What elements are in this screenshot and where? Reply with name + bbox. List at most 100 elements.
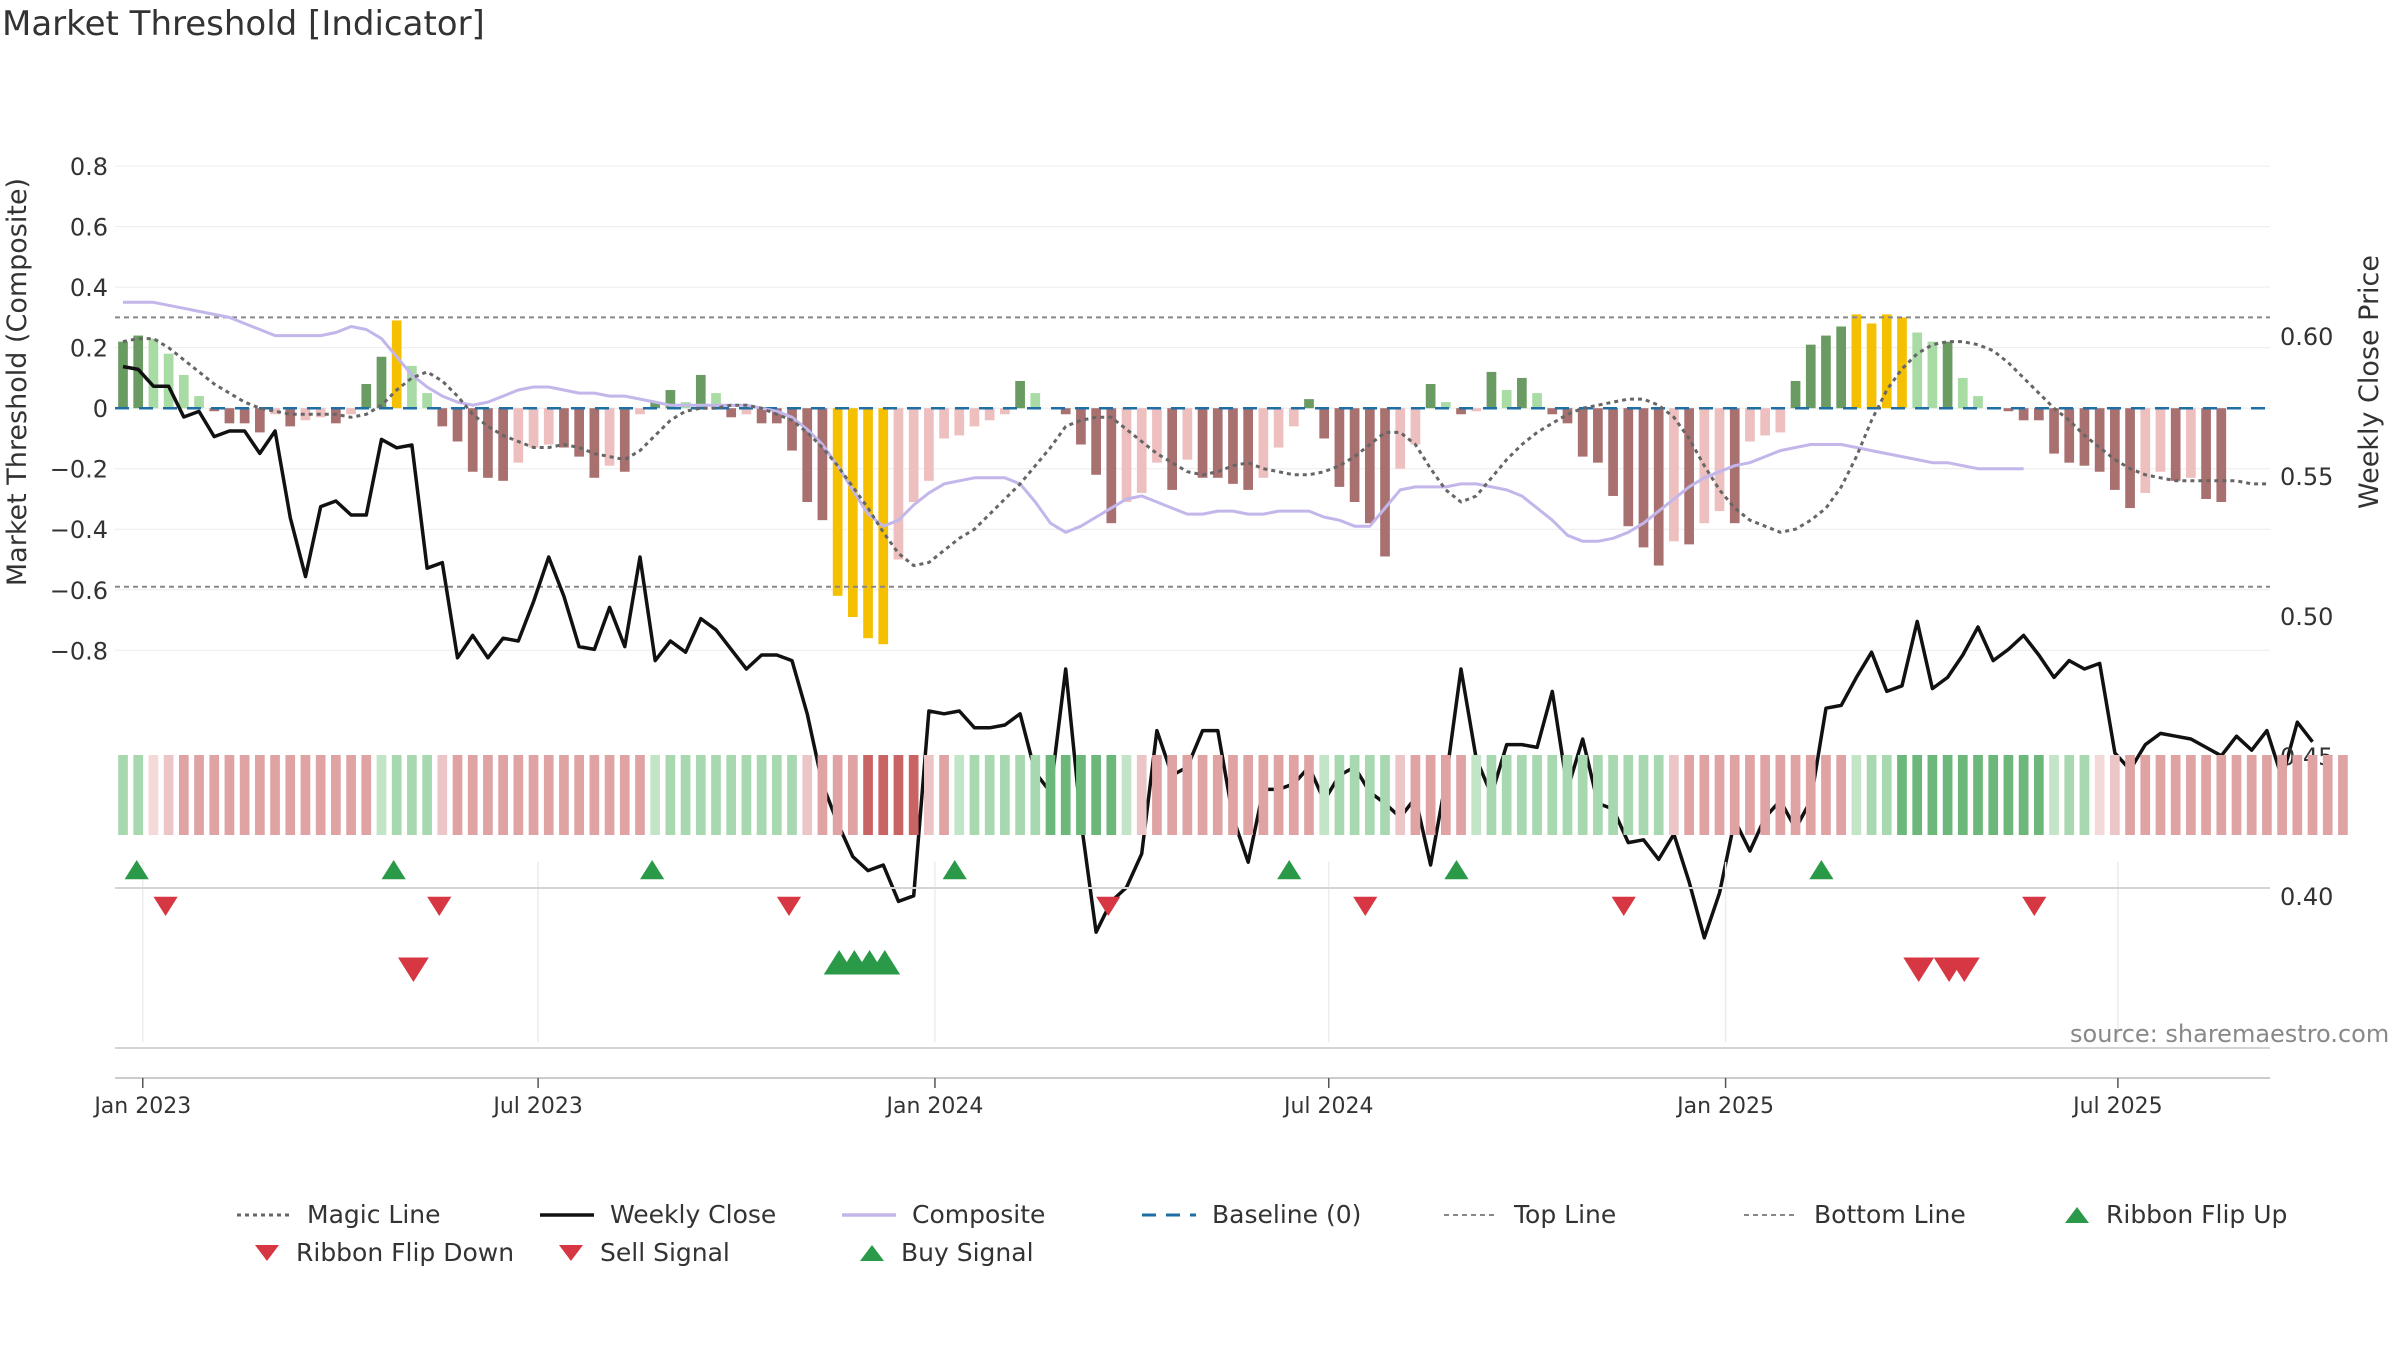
legend-item[interactable]: Magic Line (235, 1200, 441, 1229)
threshold-bar (498, 408, 508, 481)
threshold-bar (254, 408, 265, 433)
ribbon-strip (118, 755, 2348, 835)
legend-item[interactable]: Baseline (0) (1140, 1200, 1361, 1229)
ribbon-cell (908, 755, 919, 835)
ribbon-cell (467, 755, 478, 835)
ribbon-cell (346, 755, 356, 835)
legend-item[interactable]: Buy Signal (857, 1238, 1034, 1267)
threshold-bar (376, 356, 387, 409)
legend-item[interactable]: Weekly Close (538, 1200, 776, 1229)
ribbon-cell (1273, 755, 1284, 835)
source-credit: source: sharemaestro.com (2070, 1020, 2390, 1048)
legend-item[interactable]: Ribbon Flip Up (2062, 1200, 2287, 1229)
threshold-bar (589, 408, 600, 478)
ribbon-cell (2155, 755, 2166, 835)
ribbon-cell (1258, 755, 1269, 835)
threshold-bar (1851, 314, 1862, 409)
ribbon-cell (361, 755, 372, 835)
ribbon-cell (1562, 755, 1573, 835)
threshold-bar (270, 408, 280, 415)
threshold-bar (1076, 408, 1086, 445)
ribbon-cell (1471, 755, 1482, 835)
ribbon-flip-down-marker (1353, 896, 1378, 916)
threshold-bar (1319, 408, 1330, 439)
ribbon-cell (2216, 755, 2227, 835)
ribbon-cell (315, 755, 326, 835)
ribbon-cell (1957, 755, 1968, 835)
ribbon-cell (1866, 755, 1877, 835)
threshold-bar (1821, 335, 1831, 409)
threshold-bar (1060, 408, 1071, 415)
y-left-tick-label: 0.2 (70, 335, 108, 363)
ribbon-flip-up-marker (1809, 860, 1834, 880)
ribbon-cell (2110, 755, 2120, 835)
ribbon-cell (2231, 755, 2242, 835)
threshold-bar (1288, 408, 1299, 427)
y-left-tick-label: −0.6 (50, 577, 108, 605)
threshold-bar (467, 408, 478, 472)
sell-signal-marker (398, 957, 429, 982)
sell-signal-marker (1948, 957, 1980, 982)
legend-item[interactable]: Composite (840, 1200, 1045, 1229)
legend-label: Composite (912, 1200, 1046, 1229)
ribbon-cell (559, 755, 569, 835)
threshold-bar (1152, 408, 1162, 463)
ribbon-cell (1790, 755, 1801, 835)
ribbon-cell (1577, 755, 1588, 835)
ribbon-cell (118, 755, 128, 835)
ribbon-cell (1136, 755, 1147, 835)
ribbon-flip-down-marker (1611, 896, 1636, 916)
ribbon-cell (2003, 755, 2014, 835)
threshold-bar (315, 408, 326, 418)
ribbon-cell (1669, 755, 1679, 835)
threshold-bars (118, 314, 2227, 645)
ribbon-cell (1517, 755, 1527, 835)
threshold-bar (924, 408, 934, 481)
ribbon-cell (133, 755, 144, 835)
threshold-bar (1273, 408, 1284, 448)
legend-item[interactable]: Top Line (1442, 1200, 1616, 1229)
threshold-bar (1486, 371, 1497, 409)
x-tick-label: Jul 2023 (491, 1094, 583, 1119)
ribbon-cell (1745, 755, 1755, 835)
ribbon-cell (209, 755, 220, 835)
threshold-bar (1030, 393, 1041, 409)
ribbon-cell (254, 755, 265, 835)
ribbon-cell (1288, 755, 1299, 835)
threshold-bar (346, 408, 356, 415)
ribbon-cell (1775, 755, 1786, 835)
threshold-bar (1000, 408, 1010, 415)
ribbon-cell (2201, 755, 2211, 835)
ribbon-cell (1015, 755, 1025, 835)
ribbon-cell (498, 755, 508, 835)
y-left-tick-label: −0.2 (50, 456, 108, 484)
threshold-bar (802, 408, 813, 503)
threshold-bar (1593, 408, 1603, 463)
ribbon-cell (817, 755, 828, 835)
ribbon-cell (1000, 755, 1010, 835)
threshold-bar (224, 408, 235, 424)
legend-item[interactable]: Bottom Line (1742, 1200, 1966, 1229)
threshold-bar (1912, 332, 1923, 409)
ribbon-cell (1897, 755, 1907, 835)
ribbon-cell (1547, 755, 1558, 835)
y-right-tick-label: 0.50 (2280, 603, 2333, 631)
threshold-bar (1836, 326, 1847, 409)
threshold-bar (711, 393, 721, 409)
legend-item[interactable]: Sell Signal (556, 1238, 730, 1267)
threshold-bar (1653, 408, 1664, 566)
x-tick-label: Jul 2025 (2071, 1094, 2163, 1119)
threshold-bar (695, 374, 706, 409)
threshold-bar (1760, 408, 1770, 436)
composite-line (123, 300, 2024, 543)
threshold-bar (2201, 408, 2211, 499)
ribbon-cell (2338, 755, 2348, 835)
ribbon-cell (604, 755, 615, 835)
threshold-bar (1364, 408, 1375, 524)
threshold-bar (604, 408, 615, 466)
threshold-bar (741, 408, 752, 415)
threshold-bar (285, 408, 296, 427)
ribbon-flip-up-marker (1444, 860, 1469, 880)
legend-item[interactable]: Ribbon Flip Down (252, 1238, 514, 1267)
threshold-bar (1258, 408, 1269, 478)
